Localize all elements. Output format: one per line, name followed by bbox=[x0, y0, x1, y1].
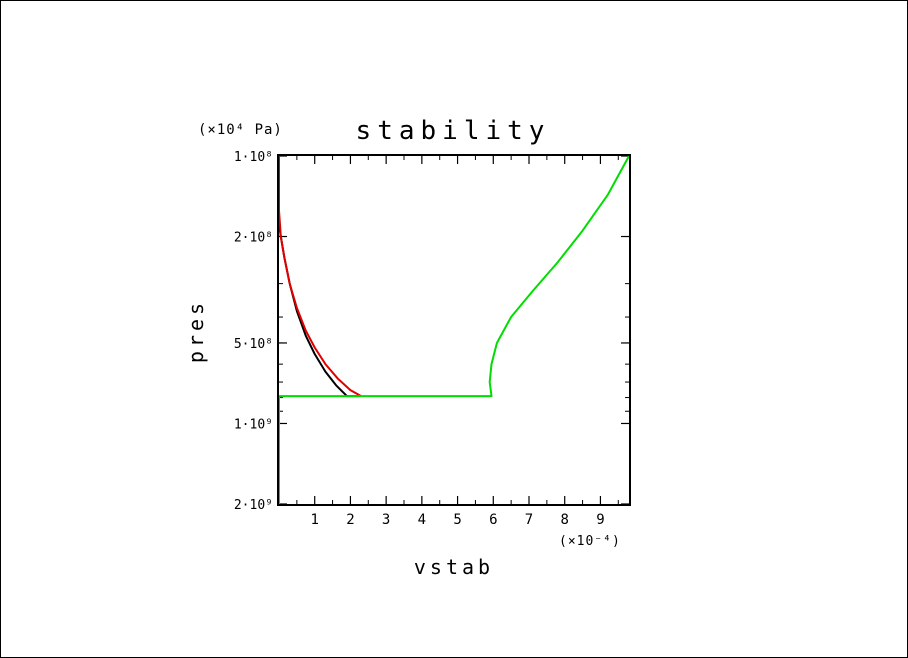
y-tick-label: 2·10⁹ bbox=[234, 498, 273, 513]
x-tick-label: 8 bbox=[560, 512, 568, 528]
x-tick-label: 4 bbox=[418, 512, 426, 528]
x-tick-label: 3 bbox=[382, 512, 390, 528]
series-group bbox=[278, 155, 630, 504]
x-tick-label: 9 bbox=[596, 512, 604, 528]
x-tick-label: 5 bbox=[453, 512, 461, 528]
y-tick-label: 5·10⁸ bbox=[234, 337, 273, 352]
x-tick-label: 1 bbox=[310, 512, 318, 528]
axis-ticks: 1 2 3 4 5 6 7 8 9 1·10⁸ 2·10⁸ 5·10⁸ 1·10⁹ 2·10⁹ bbox=[234, 150, 629, 528]
y-tick-label: 2·10⁸ bbox=[234, 231, 273, 246]
x-tick-label: 7 bbox=[525, 512, 533, 528]
x-tick-label: 2 bbox=[346, 512, 354, 528]
y-tick-label: 1·10⁹ bbox=[234, 417, 273, 432]
plot-area-border bbox=[277, 154, 631, 506]
series-line-1 bbox=[278, 224, 360, 398]
y-unit-label: (×10⁴ Pa) bbox=[198, 122, 283, 138]
x-axis-label: vstab bbox=[414, 555, 494, 579]
x-tick-label: 6 bbox=[489, 512, 497, 528]
y-tick-label: 1·10⁸ bbox=[234, 150, 273, 165]
y-axis-label: pres bbox=[184, 299, 208, 363]
series-line-3 bbox=[278, 155, 630, 504]
chart-title: stability bbox=[356, 116, 551, 146]
x-multiplier-label: (×10⁻⁴) bbox=[559, 534, 621, 549]
series-line-2 bbox=[278, 156, 362, 397]
